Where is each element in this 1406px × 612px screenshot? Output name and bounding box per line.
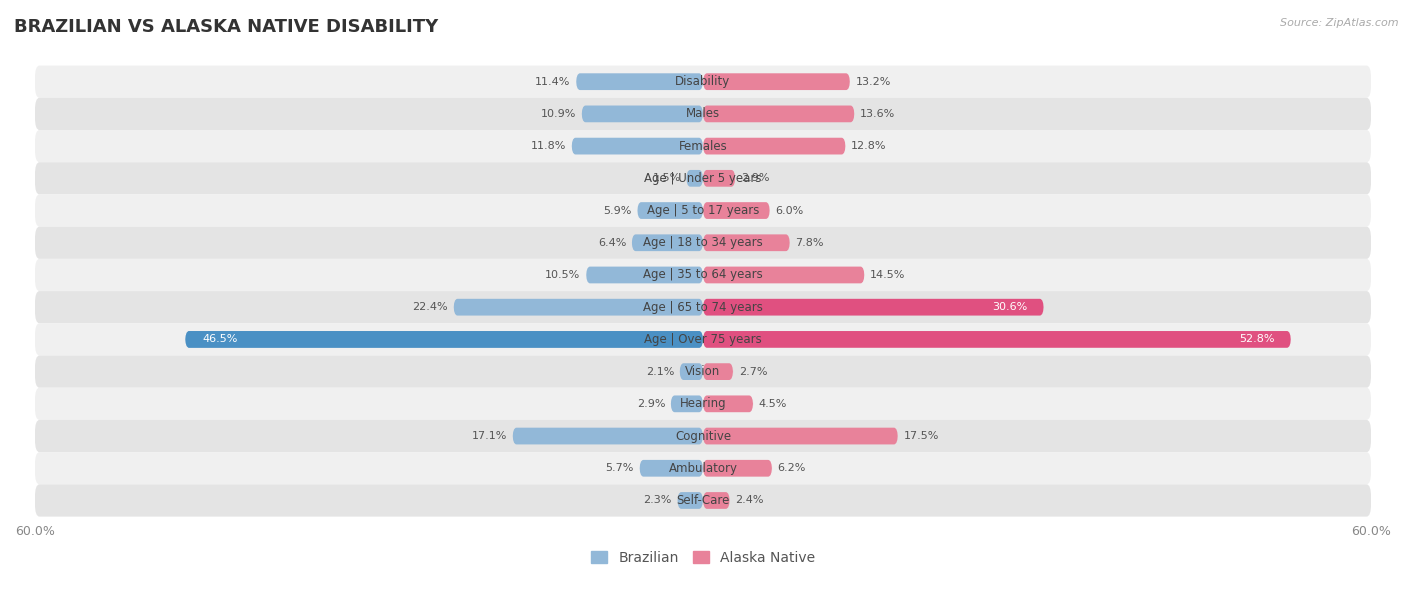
- FancyBboxPatch shape: [703, 364, 733, 380]
- FancyBboxPatch shape: [586, 267, 703, 283]
- FancyBboxPatch shape: [703, 331, 1291, 348]
- Text: Cognitive: Cognitive: [675, 430, 731, 442]
- Text: 6.0%: 6.0%: [775, 206, 804, 215]
- Text: 2.9%: 2.9%: [637, 399, 665, 409]
- Text: 13.2%: 13.2%: [855, 76, 891, 87]
- Text: Males: Males: [686, 107, 720, 121]
- FancyBboxPatch shape: [703, 105, 855, 122]
- FancyBboxPatch shape: [640, 460, 703, 477]
- Text: 17.1%: 17.1%: [471, 431, 508, 441]
- FancyBboxPatch shape: [186, 331, 703, 348]
- Text: 10.5%: 10.5%: [546, 270, 581, 280]
- Text: 14.5%: 14.5%: [870, 270, 905, 280]
- FancyBboxPatch shape: [686, 170, 703, 187]
- Text: 2.3%: 2.3%: [644, 496, 672, 506]
- Text: 5.9%: 5.9%: [603, 206, 631, 215]
- FancyBboxPatch shape: [186, 331, 703, 348]
- Text: 4.5%: 4.5%: [759, 399, 787, 409]
- Text: 13.6%: 13.6%: [860, 109, 896, 119]
- Text: 6.2%: 6.2%: [778, 463, 806, 473]
- Text: 2.9%: 2.9%: [741, 173, 769, 184]
- Text: Self-Care: Self-Care: [676, 494, 730, 507]
- Text: 2.1%: 2.1%: [645, 367, 673, 376]
- Text: 46.5%: 46.5%: [202, 334, 238, 345]
- FancyBboxPatch shape: [35, 65, 1371, 98]
- FancyBboxPatch shape: [35, 291, 1371, 323]
- Text: 7.8%: 7.8%: [796, 237, 824, 248]
- FancyBboxPatch shape: [35, 323, 1371, 356]
- Text: Females: Females: [679, 140, 727, 152]
- Text: Age | 5 to 17 years: Age | 5 to 17 years: [647, 204, 759, 217]
- FancyBboxPatch shape: [35, 420, 1371, 452]
- Text: Age | 35 to 64 years: Age | 35 to 64 years: [643, 269, 763, 282]
- Text: 5.7%: 5.7%: [606, 463, 634, 473]
- FancyBboxPatch shape: [703, 202, 770, 219]
- FancyBboxPatch shape: [703, 492, 730, 509]
- Text: Age | 65 to 74 years: Age | 65 to 74 years: [643, 300, 763, 314]
- Text: 11.8%: 11.8%: [530, 141, 567, 151]
- FancyBboxPatch shape: [703, 73, 851, 90]
- Text: 2.4%: 2.4%: [735, 496, 763, 506]
- Text: Source: ZipAtlas.com: Source: ZipAtlas.com: [1281, 18, 1399, 28]
- Text: 11.4%: 11.4%: [536, 76, 571, 87]
- FancyBboxPatch shape: [703, 428, 898, 444]
- Text: 10.9%: 10.9%: [541, 109, 576, 119]
- FancyBboxPatch shape: [679, 364, 703, 380]
- FancyBboxPatch shape: [572, 138, 703, 154]
- FancyBboxPatch shape: [703, 234, 790, 251]
- FancyBboxPatch shape: [35, 98, 1371, 130]
- Text: 2.7%: 2.7%: [738, 367, 768, 376]
- FancyBboxPatch shape: [35, 130, 1371, 162]
- FancyBboxPatch shape: [631, 234, 703, 251]
- FancyBboxPatch shape: [35, 259, 1371, 291]
- Text: 52.8%: 52.8%: [1239, 334, 1274, 345]
- FancyBboxPatch shape: [576, 73, 703, 90]
- FancyBboxPatch shape: [703, 299, 1043, 316]
- Legend: Brazilian, Alaska Native: Brazilian, Alaska Native: [585, 545, 821, 570]
- Text: Disability: Disability: [675, 75, 731, 88]
- FancyBboxPatch shape: [703, 170, 735, 187]
- Text: Ambulatory: Ambulatory: [668, 462, 738, 475]
- FancyBboxPatch shape: [703, 395, 754, 412]
- Text: Vision: Vision: [685, 365, 721, 378]
- Text: 22.4%: 22.4%: [412, 302, 449, 312]
- Text: 1.5%: 1.5%: [652, 173, 681, 184]
- FancyBboxPatch shape: [703, 460, 772, 477]
- FancyBboxPatch shape: [703, 138, 845, 154]
- Text: Age | Over 75 years: Age | Over 75 years: [644, 333, 762, 346]
- Text: Age | Under 5 years: Age | Under 5 years: [644, 172, 762, 185]
- FancyBboxPatch shape: [35, 356, 1371, 388]
- FancyBboxPatch shape: [35, 162, 1371, 195]
- FancyBboxPatch shape: [454, 299, 703, 316]
- FancyBboxPatch shape: [35, 388, 1371, 420]
- FancyBboxPatch shape: [703, 267, 865, 283]
- Text: 12.8%: 12.8%: [851, 141, 887, 151]
- Text: 30.6%: 30.6%: [991, 302, 1026, 312]
- Text: Hearing: Hearing: [679, 397, 727, 410]
- FancyBboxPatch shape: [35, 484, 1371, 517]
- FancyBboxPatch shape: [513, 428, 703, 444]
- FancyBboxPatch shape: [35, 195, 1371, 226]
- Text: Age | 18 to 34 years: Age | 18 to 34 years: [643, 236, 763, 249]
- Text: 17.5%: 17.5%: [904, 431, 939, 441]
- FancyBboxPatch shape: [678, 492, 703, 509]
- FancyBboxPatch shape: [35, 452, 1371, 484]
- Text: 6.4%: 6.4%: [598, 237, 626, 248]
- FancyBboxPatch shape: [637, 202, 703, 219]
- FancyBboxPatch shape: [582, 105, 703, 122]
- Text: BRAZILIAN VS ALASKA NATIVE DISABILITY: BRAZILIAN VS ALASKA NATIVE DISABILITY: [14, 18, 439, 36]
- FancyBboxPatch shape: [35, 226, 1371, 259]
- FancyBboxPatch shape: [671, 395, 703, 412]
